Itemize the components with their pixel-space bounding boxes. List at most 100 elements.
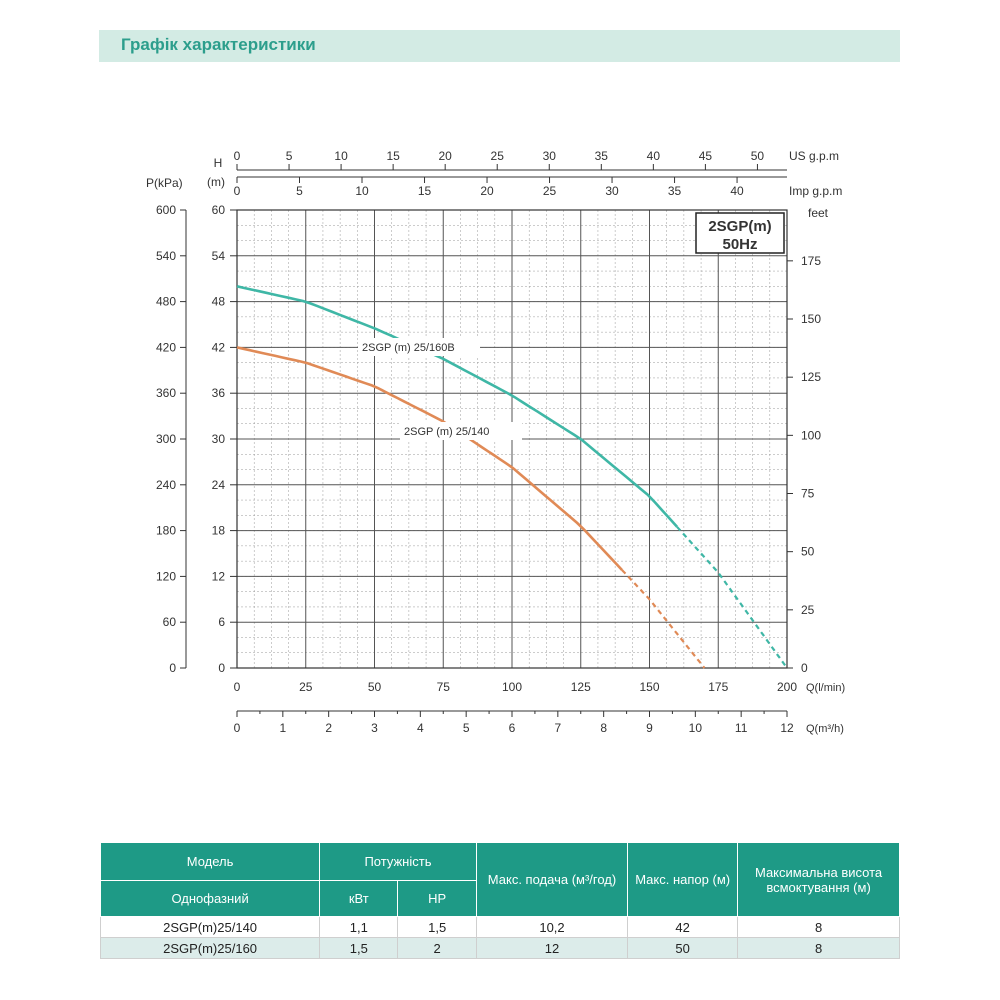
cell-model: 2SGP(m)25/160 — [99, 937, 321, 959]
flow-lmin-axis-label: Q(l/min) — [806, 682, 845, 694]
head-axis-label-m: (m) — [207, 175, 225, 189]
us-gpm-tick-label: 40 — [647, 149, 661, 163]
flow-lmin-tick-label: 175 — [708, 680, 728, 694]
flow-m3h-tick-label: 1 — [279, 721, 286, 735]
header-band: Графік характеристики — [99, 30, 900, 62]
pressure-tick-label: 120 — [156, 569, 176, 583]
curve-dashed-0 — [676, 526, 788, 669]
imp-gpm-tick-label: 20 — [480, 184, 494, 198]
head-tick-label: 18 — [212, 524, 226, 538]
cell-kw: 1,5 — [319, 937, 399, 959]
flow-m3h-tick-label: 7 — [554, 721, 561, 735]
flow-lmin-tick-label: 200 — [777, 680, 797, 694]
head-tick-label: 36 — [212, 386, 226, 400]
flow-m3h-tick-label: 8 — [600, 721, 607, 735]
chart-labels: 2SGP (m) 25/160B 2SGP (m) 25/140 2SGP(m)50… — [358, 212, 785, 440]
us-gpm-tick-label: 10 — [334, 149, 348, 163]
head-tick-label: 6 — [218, 615, 225, 629]
pressure-tick-label: 60 — [163, 615, 177, 629]
th-kw: кВт — [319, 880, 399, 917]
flow-m3h-tick-label: 12 — [780, 721, 794, 735]
feet-tick-label: 175 — [801, 254, 821, 268]
flow-m3h-tick-label: 4 — [417, 721, 424, 735]
flow-m3h-tick-label: 2 — [325, 721, 332, 735]
head-tick-label: 54 — [212, 249, 226, 263]
flow-m3h-tick-label: 10 — [689, 721, 703, 735]
us-gpm-tick-label: 50 — [751, 149, 765, 163]
cell-head: 50 — [627, 937, 739, 959]
imp-gpm-tick-label: 25 — [543, 184, 557, 198]
flow-lmin-tick-label: 0 — [234, 680, 241, 694]
pressure-tick-label: 300 — [156, 432, 176, 446]
curve-dashed-1 — [621, 569, 706, 669]
performance-chart: 060120180240300360420480540600P(kPa)0612… — [146, 149, 845, 735]
flow-lmin-tick-label: 50 — [368, 680, 382, 694]
head-tick-label: 60 — [212, 203, 226, 217]
flow-m3h-tick-label: 9 — [646, 721, 653, 735]
model-badge — [695, 212, 785, 254]
cell-model: 2SGP(m)25/140 — [99, 916, 321, 938]
pressure-tick-label: 180 — [156, 524, 176, 538]
flow-lmin-tick-label: 25 — [299, 680, 313, 694]
imp-gpm-axis-label: Imp g.p.m — [789, 184, 842, 198]
us-gpm-tick-label: 35 — [595, 149, 609, 163]
imp-gpm-tick-label: 10 — [355, 184, 369, 198]
series-label-0: 2SGP (m) 25/160B — [362, 342, 455, 354]
pressure-tick-label: 240 — [156, 478, 176, 492]
flow-m3h-tick-label: 3 — [371, 721, 378, 735]
th-hp: HP — [397, 880, 477, 917]
th-model: Модель — [99, 842, 321, 881]
flow-m3h-tick-label: 6 — [509, 721, 516, 735]
chart-grid — [236, 209, 788, 669]
us-gpm-tick-label: 15 — [386, 149, 400, 163]
head-tick-label: 24 — [212, 478, 226, 492]
curve-solid-1 — [236, 346, 623, 571]
series-label-bg — [358, 338, 480, 356]
imp-gpm-tick-label: 5 — [296, 184, 303, 198]
cell-head: 42 — [627, 916, 739, 938]
badge-model-text: 2SGP(m) — [708, 218, 771, 235]
feet-tick-label: 125 — [801, 370, 821, 384]
head-tick-label: 0 — [218, 661, 225, 675]
cell-hp: 2 — [397, 937, 477, 959]
us-gpm-tick-label: 25 — [491, 149, 505, 163]
head-tick-label: 30 — [212, 432, 226, 446]
series-label-1: 2SGP (m) 25/140 — [404, 426, 489, 438]
badge-frequency-text: 50Hz — [722, 236, 757, 253]
feet-tick-label: 0 — [801, 661, 808, 675]
feet-tick-label: 150 — [801, 312, 821, 326]
us-gpm-tick-label: 30 — [543, 149, 557, 163]
th-single-phase: Однофазний — [99, 880, 321, 917]
feet-tick-label: 50 — [801, 545, 815, 559]
chart-axes: 060120180240300360420480540600P(kPa)0612… — [146, 149, 845, 735]
cell-flow: 10,2 — [475, 916, 629, 938]
us-gpm-tick-label: 45 — [699, 149, 713, 163]
feet-tick-label: 100 — [801, 428, 821, 442]
pressure-tick-label: 0 — [169, 661, 176, 675]
page-title: Графік характеристики — [121, 35, 316, 54]
pressure-axis-label: P(kPa) — [146, 176, 183, 190]
pressure-tick-label: 360 — [156, 386, 176, 400]
feet-tick-label: 25 — [801, 603, 815, 617]
table-row: 2SGP(m)25/140 1,1 1,5 10,2 42 8 — [99, 916, 900, 938]
flow-m3h-axis-label: Q(m³/h) — [806, 723, 844, 735]
flow-lmin-tick-label: 75 — [437, 680, 451, 694]
cell-hp: 1,5 — [397, 916, 477, 938]
head-tick-label: 48 — [212, 295, 226, 309]
imp-gpm-tick-label: 40 — [730, 184, 744, 198]
cell-suction: 8 — [737, 937, 900, 959]
us-gpm-tick-label: 20 — [438, 149, 452, 163]
flow-lmin-tick-label: 100 — [502, 680, 522, 694]
curve-solid-0 — [236, 285, 678, 528]
feet-axis-label: feet — [808, 206, 829, 220]
spec-table: Модель Потужність Макс. подача (м³/год) … — [99, 842, 900, 959]
cell-flow: 12 — [475, 937, 629, 959]
table-row: 2SGP(m)25/160 1,5 2 12 50 8 — [99, 937, 900, 959]
pressure-tick-label: 540 — [156, 249, 176, 263]
flow-m3h-tick-label: 5 — [463, 721, 470, 735]
imp-gpm-tick-label: 0 — [234, 184, 241, 198]
series-label-bg — [400, 422, 522, 440]
us-gpm-tick-label: 5 — [286, 149, 293, 163]
feet-tick-label: 75 — [801, 487, 815, 501]
pressure-tick-label: 480 — [156, 295, 176, 309]
